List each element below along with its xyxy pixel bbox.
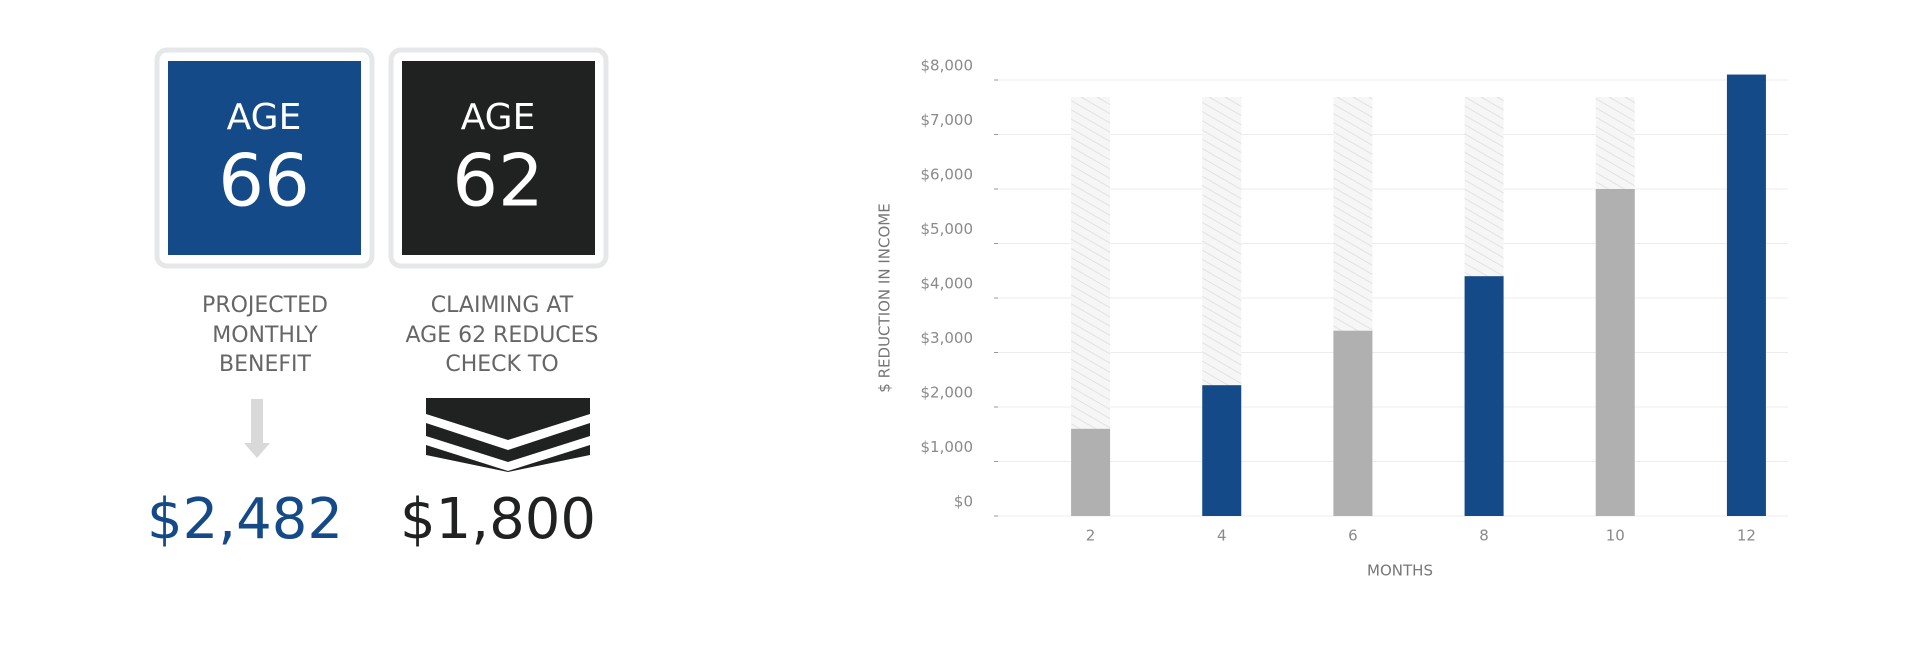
x-tick-label: 10 (1606, 527, 1625, 545)
y-tick-label: $8,000 (921, 57, 974, 75)
bar (1071, 428, 1111, 516)
bar (1464, 276, 1504, 516)
caption: PROJECTED (202, 293, 328, 318)
caption: AGE 62 REDUCES (405, 323, 598, 348)
card (168, 61, 361, 255)
bar (1202, 385, 1242, 516)
card-label: AGE (461, 97, 536, 138)
x-tick-label: 12 (1737, 527, 1756, 545)
y-tick-label: $4,000 (921, 275, 974, 293)
card-label: AGE (227, 97, 302, 138)
amount: $2,482 (147, 487, 343, 552)
bar (1595, 189, 1635, 516)
caption: CHECK TO (445, 352, 558, 377)
y-tick-label: $1,000 (921, 438, 974, 456)
caption: BENEFIT (219, 352, 311, 377)
x-tick-label: 8 (1479, 527, 1489, 545)
y-tick-label: $0 (954, 493, 973, 511)
y-axis-title: $ REDUCTION IN INCOME (876, 203, 894, 392)
chevron-icon (426, 398, 590, 472)
y-tick-label: $2,000 (921, 384, 974, 402)
caption: CLAIMING AT (431, 293, 574, 318)
amount: $1,800 (400, 487, 596, 552)
y-tick-label: $3,000 (921, 329, 974, 347)
card (402, 61, 595, 255)
x-tick-label: 4 (1217, 527, 1227, 545)
caption: MONTHLY (212, 323, 318, 348)
card-number: 66 (218, 139, 310, 223)
y-tick-label: $7,000 (921, 111, 974, 129)
x-tick-label: 2 (1086, 527, 1096, 545)
x-tick-label: 6 (1348, 527, 1358, 545)
bar (1726, 74, 1766, 517)
y-tick-label: $5,000 (921, 220, 974, 238)
y-tick-label: $6,000 (921, 166, 974, 184)
down-arrow (244, 399, 270, 458)
card-number: 62 (452, 139, 544, 223)
bar (1333, 330, 1373, 516)
x-axis-title: MONTHS (1367, 562, 1433, 580)
